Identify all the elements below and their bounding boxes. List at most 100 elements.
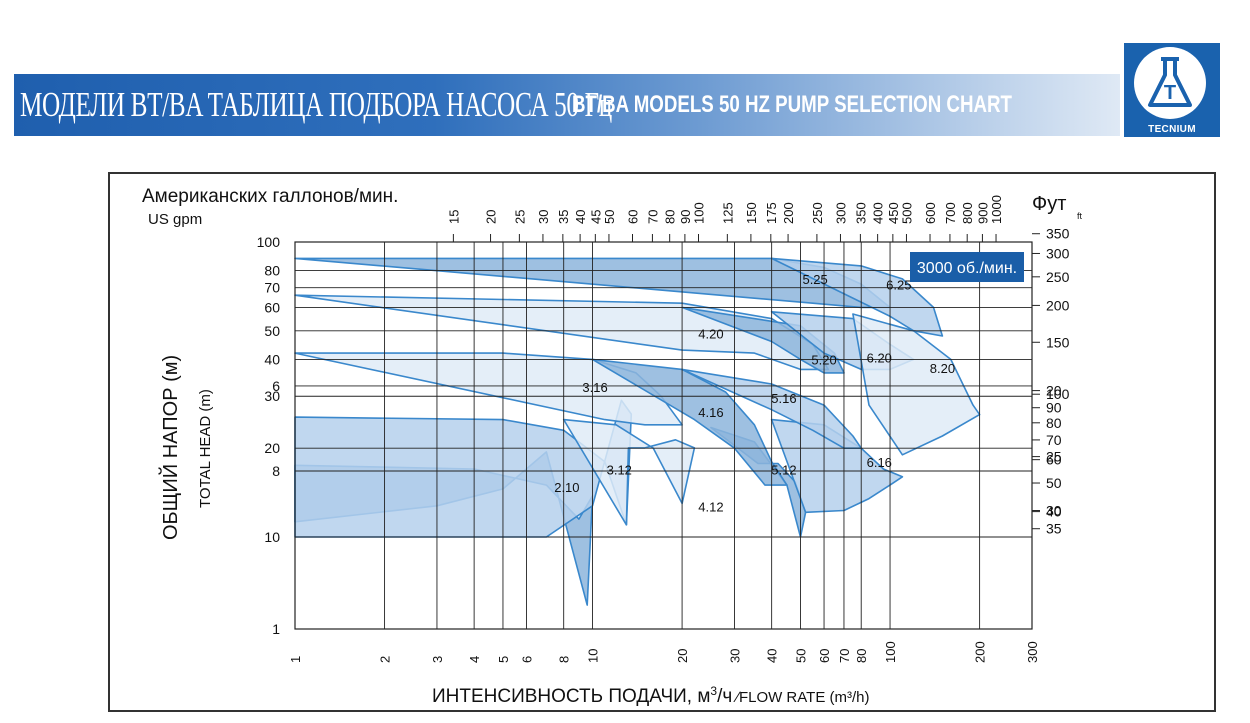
y-tick-label: 80 — [264, 263, 280, 279]
xlabel-ru: ИНТЕНСИВНОСТЬ ПОДАЧИ, м — [432, 686, 710, 707]
ft-tick-label: 25 — [1046, 449, 1062, 465]
gpm-tick-label: 45 — [588, 210, 603, 224]
gpm-tick-label: 500 — [899, 202, 914, 224]
tecnium-logo: T TECNIUM — [1124, 43, 1220, 137]
title-russian: МОДЕЛИ BT/BA ТАБЛИЦА ПОДБОРА НАСОСА 50 Г… — [20, 85, 612, 124]
gpm-tick-label: 100 — [692, 202, 707, 224]
y-tick-label: 100 — [257, 234, 281, 250]
logo-letter: T — [1164, 82, 1176, 104]
model-label-5-25: 5.25 — [802, 272, 827, 287]
ylabel-en: TOTAL HEAD (m) — [197, 389, 214, 508]
y-tick-label: 40 — [264, 351, 280, 367]
gpm-tick-label: 450 — [886, 202, 901, 224]
model-label-6-20: 6.20 — [867, 351, 892, 366]
flask-icon: T — [1148, 57, 1192, 107]
gpm-tick-label: 175 — [764, 202, 779, 224]
model-label-8-20: 8.20 — [930, 361, 955, 376]
gpm-tick-label: 1000 — [989, 195, 1004, 224]
gpm-tick-label: 400 — [871, 202, 886, 224]
model-label-4-12: 4.12 — [698, 500, 723, 515]
xlabel-en: ∕FLOW RATE (m³/h) — [732, 689, 869, 706]
ft-tick-label: 350 — [1046, 226, 1070, 242]
speed-box — [910, 252, 1024, 282]
x-tick-label: 20 — [675, 649, 690, 663]
x-tick-label: 30 — [727, 649, 742, 663]
model-label-4-16: 4.16 — [698, 405, 723, 420]
ft-tick-label: 60 — [1046, 452, 1062, 468]
y-tick-label: 1 — [272, 621, 280, 637]
logo-text: TECNIUM — [1148, 124, 1196, 135]
gpm-tick-label: 40 — [573, 210, 588, 224]
x-tick-label: 6 — [520, 656, 535, 663]
gpm-tick-label: 30 — [536, 210, 551, 224]
gpm-tick-label: 50 — [602, 210, 617, 224]
model-label-5-12: 5.12 — [771, 462, 796, 477]
gpm-tick-label: 600 — [923, 202, 938, 224]
x-tick-label: 60 — [817, 649, 832, 663]
ft-tick-label: 90 — [1046, 400, 1062, 416]
x-tick-label: 1 — [288, 656, 303, 663]
x-tick-label: 40 — [765, 649, 780, 663]
gpm-tick-label: 250 — [810, 202, 825, 224]
ft-tick-label: 50 — [1046, 475, 1062, 491]
gpm-tick-label: 80 — [663, 210, 678, 224]
x-tick-label: 4 — [467, 656, 482, 663]
gpm-tick-label: 90 — [678, 210, 693, 224]
title-english: BT/BA MODELS 50 HZ PUMP SELECTION CHART — [572, 91, 1012, 118]
gpm-tick-label: 20 — [484, 210, 499, 224]
model-label-5-20: 5.20 — [811, 352, 836, 367]
gpm-tick-label: 35 — [556, 210, 571, 224]
xlabel-ru2: /ч — [717, 686, 732, 707]
y-tick-label: 20 — [264, 440, 280, 456]
gpm-tick-label: 200 — [781, 202, 796, 224]
y-tick-label: 60 — [264, 299, 280, 315]
ft-tick-label: 20 — [1046, 383, 1062, 399]
gpm-label-en: US gpm — [148, 211, 202, 228]
y-tick-label: 30 — [264, 388, 280, 404]
y-tick-label: 6 — [272, 378, 280, 394]
y-tick-label: 50 — [264, 323, 280, 339]
model-label-6-16: 6.16 — [867, 455, 892, 470]
model-label-5-16: 5.16 — [771, 391, 796, 406]
x-tick-label: 2 — [378, 656, 393, 663]
model-label-3-16: 3.16 — [582, 380, 607, 395]
x-tick-label: 10 — [586, 649, 601, 663]
ft-tick-label: 100 — [1046, 386, 1070, 402]
gpm-label-ru: Американских галлонов/мин. — [142, 186, 398, 207]
ft-tick-label: 300 — [1046, 245, 1070, 261]
region-4-16 — [591, 358, 788, 486]
chart-frame — [108, 172, 1216, 712]
ft-label: Фут — [1032, 193, 1066, 215]
model-label-2-10: 2.10 — [554, 480, 579, 495]
gpm-tick-label: 300 — [833, 202, 848, 224]
model-label-6-25: 6.25 — [886, 278, 911, 293]
model-label-4-20: 4.20 — [698, 327, 723, 342]
gpm-tick-label: 60 — [626, 210, 641, 224]
ft-subscript: ft — [1077, 211, 1083, 221]
region-6-25 — [770, 257, 944, 337]
regions-layer — [294, 257, 981, 606]
y-tick-label: 70 — [264, 280, 280, 296]
ft-tick-label: 250 — [1046, 269, 1070, 285]
speed-label: 3000 об./мин. — [917, 260, 1017, 277]
gpm-tick-label: 25 — [512, 210, 527, 224]
gpm-tick-label: 700 — [943, 202, 958, 224]
y-tick-label: 8 — [272, 463, 280, 479]
x-tick-label: 8 — [557, 656, 572, 663]
gpm-tick-label: 150 — [744, 202, 759, 224]
x-tick-label: 3 — [430, 656, 445, 663]
model-label-3-12: 3.12 — [607, 462, 632, 477]
ft-tick-label: 30 — [1046, 503, 1062, 519]
x-tick-label: 70 — [837, 649, 852, 663]
ft-tick-label: 40 — [1046, 504, 1062, 520]
gpm-tick-label: 900 — [975, 202, 990, 224]
ft-tick-label: 70 — [1046, 432, 1062, 448]
x-tick-label: 5 — [496, 656, 511, 663]
xlabel: ИНТЕНСИВНОСТЬ ПОДАЧИ, м3/ч ∕FLOW RATE (m… — [432, 684, 870, 707]
gpm-tick-label: 15 — [446, 210, 461, 224]
ft-tick-label: 35 — [1046, 521, 1062, 537]
y-tick-label: 10 — [264, 529, 280, 545]
logo-circle: T — [1134, 47, 1206, 119]
region-8-20 — [852, 313, 981, 456]
